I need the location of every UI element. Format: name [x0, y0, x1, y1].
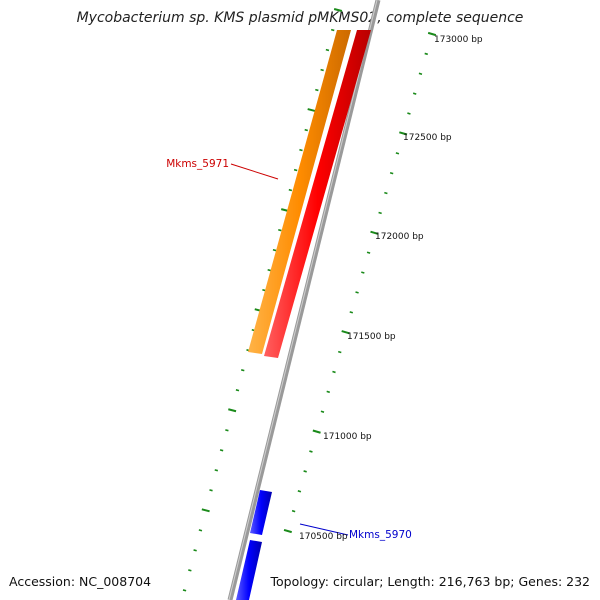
inner-tick	[182, 589, 187, 592]
outer-tick	[326, 390, 330, 394]
outer-tick	[303, 470, 307, 473]
inner-tick	[228, 408, 237, 413]
outer-tick	[320, 410, 325, 413]
tick-label-170500: 170500 bp	[299, 532, 348, 542]
outer-tick	[283, 528, 292, 534]
outer-tick	[399, 131, 408, 136]
inner-tick	[272, 248, 277, 252]
feature-mkms-5971[interactable]	[264, 30, 371, 358]
outer-tick	[427, 31, 437, 37]
inner-tick	[299, 148, 303, 152]
outer-tick	[412, 92, 417, 95]
inner-tick	[241, 369, 245, 372]
outer-tick	[424, 52, 428, 56]
inner-tick	[278, 228, 282, 232]
inner-tick	[293, 168, 298, 172]
inner-tick	[219, 449, 224, 452]
summary-text: Topology: circular; Length: 216,763 bp; …	[270, 574, 591, 589]
outer-tick	[407, 112, 411, 115]
sequence-backbone-highlight	[228, 0, 378, 600]
gene-label-mkms-5970[interactable]: Mkms_5970	[349, 529, 412, 541]
accession-text: Accession: NC_008704	[9, 574, 151, 589]
outer-tick	[370, 230, 379, 235]
inner-tick	[325, 48, 330, 52]
outer-tick	[349, 311, 354, 314]
inner-tick	[225, 429, 229, 432]
outer-tick	[384, 191, 388, 195]
inner-tick	[330, 28, 335, 32]
feature-mkms-5970-upper[interactable]	[250, 490, 272, 535]
outer-tick	[395, 152, 400, 155]
inner-tick	[198, 529, 203, 532]
feature-mkms-5970-lower[interactable]	[236, 540, 262, 600]
inner-tick	[267, 268, 271, 272]
outer-tick	[337, 350, 342, 354]
feature-orange[interactable]	[248, 30, 351, 354]
inner-tick	[193, 549, 197, 552]
inner-tick-track	[182, 8, 343, 592]
sequence-backbone	[227, 0, 381, 600]
tick-label-171000: 171000 bp	[323, 432, 372, 442]
outer-tick	[355, 291, 359, 294]
outer-tick	[312, 429, 321, 434]
outer-tick	[378, 211, 382, 215]
tick-label-172500: 172500 bp	[403, 133, 452, 143]
outer-tick	[309, 450, 313, 453]
outer-tick	[341, 330, 350, 335]
inner-tick	[304, 128, 309, 132]
outer-tick	[389, 171, 394, 175]
outer-tick	[291, 509, 296, 513]
tick-label-173000: 173000 bp	[434, 35, 483, 45]
inner-tick	[201, 508, 210, 513]
outer-tick-track	[283, 31, 437, 534]
gene-label-leader-5971	[230, 163, 279, 180]
inner-tick	[315, 88, 319, 92]
map-title: Mycobacterium sp. KMS plasmid pMKMS02, c…	[77, 10, 524, 26]
inner-tick	[320, 68, 324, 72]
outer-tick	[366, 251, 371, 254]
outer-tick	[332, 370, 336, 374]
inner-tick	[209, 489, 213, 492]
inner-tick	[214, 469, 219, 472]
inner-tick	[288, 188, 293, 192]
outer-tick	[297, 490, 302, 493]
inner-tick	[333, 8, 343, 12]
outer-tick	[418, 72, 423, 75]
tick-label-172000: 172000 bp	[375, 232, 424, 242]
inner-tick	[262, 288, 266, 292]
outer-tick	[361, 271, 365, 274]
inner-tick	[235, 389, 240, 392]
inner-tick	[188, 569, 192, 572]
gene-label-leader-5970	[299, 523, 349, 536]
inner-tick	[307, 108, 316, 113]
gene-label-mkms-5971[interactable]: Mkms_5971	[166, 158, 229, 170]
tick-label-171500: 171500 bp	[347, 332, 396, 342]
